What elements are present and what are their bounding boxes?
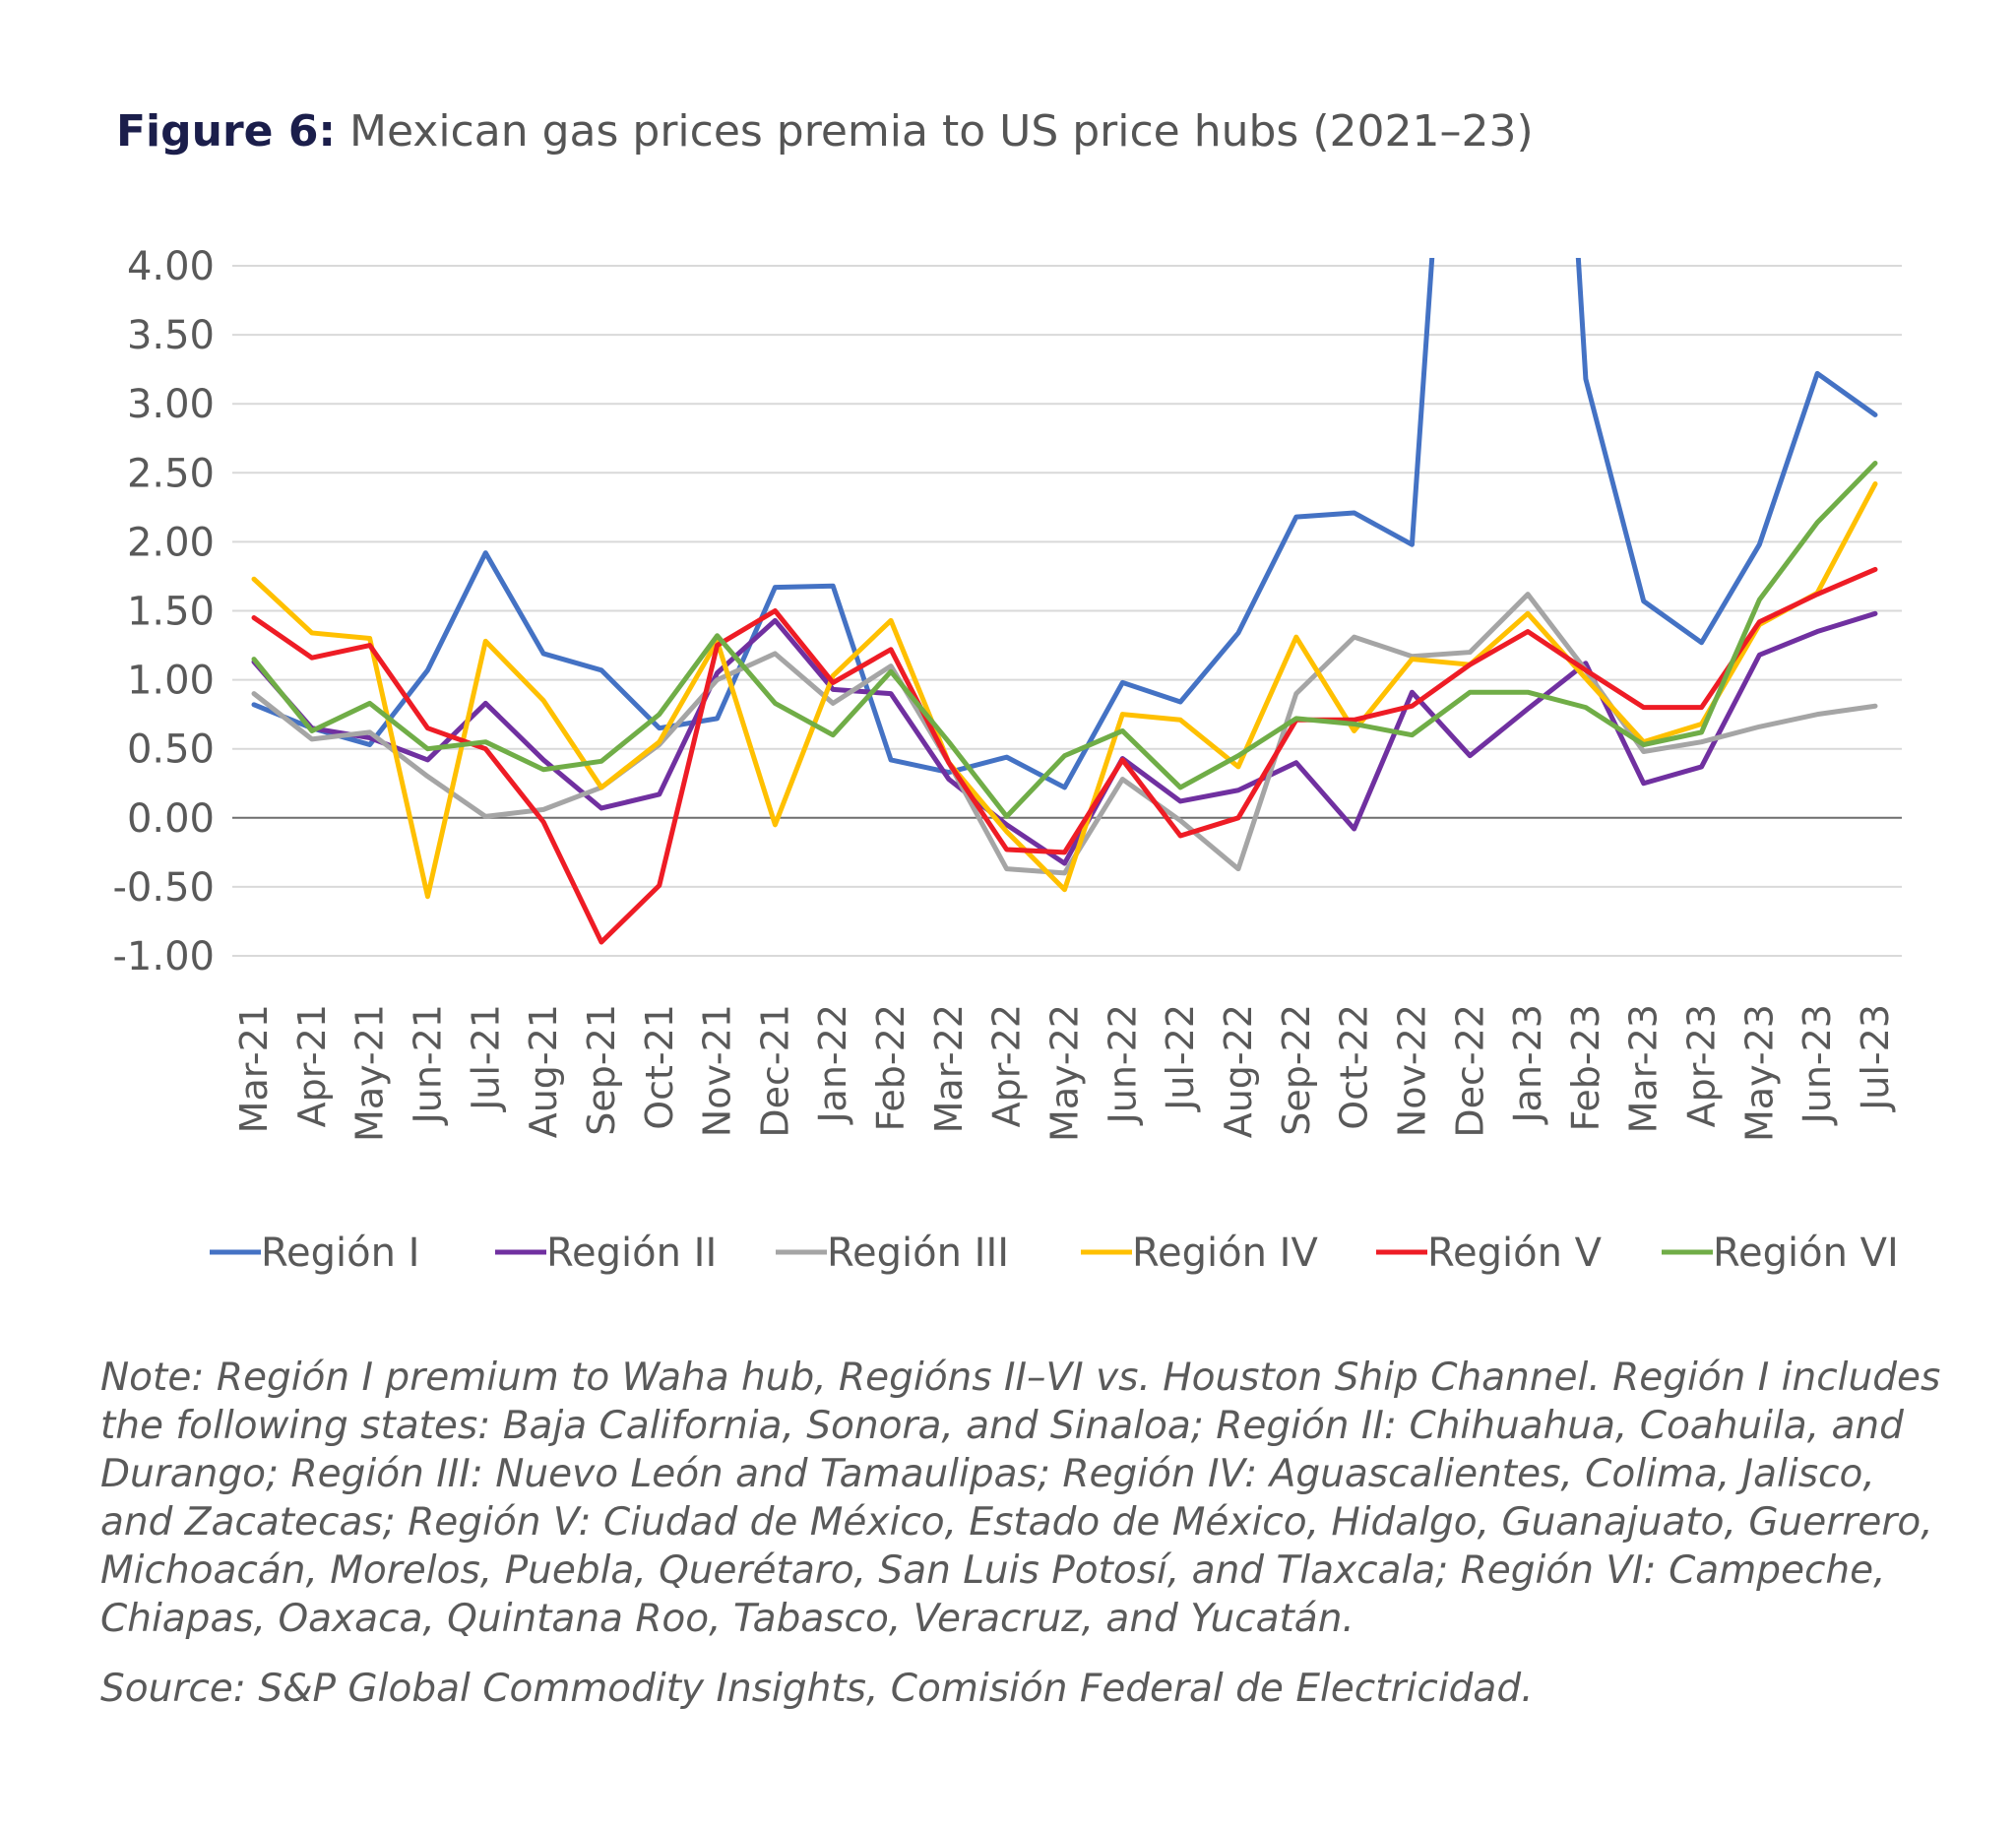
figure-label: Figure 6: xyxy=(116,106,337,157)
x-tick-label: Jun-21 xyxy=(406,1004,449,1125)
x-tick-label: Jul-22 xyxy=(1159,1004,1202,1112)
y-tick-label: 0.00 xyxy=(127,796,215,842)
legend-item: Región II xyxy=(495,1231,717,1276)
x-tick-label: Sep-22 xyxy=(1275,1004,1318,1136)
y-tick-label: 3.00 xyxy=(127,382,215,427)
figure-title-text: Mexican gas prices premia to US price hu… xyxy=(349,106,1534,157)
x-tick-label: Mar-22 xyxy=(927,1004,971,1133)
legend-item: Región V xyxy=(1376,1231,1603,1276)
x-tick-label: Apr-22 xyxy=(985,1004,1029,1127)
legend-label: Región VI xyxy=(1713,1231,1899,1276)
line-chart: 4.00 3.50 3.00 2.50 2.00 1.50 1.00 0.50 0.00 -0.5… xyxy=(113,244,1902,1276)
x-tick-label: Nov-21 xyxy=(696,1004,739,1137)
y-tick-label: 1.00 xyxy=(127,659,215,704)
y-tick-label: -1.00 xyxy=(113,934,216,979)
series-line-1 xyxy=(251,258,1878,790)
series-line-2 xyxy=(251,610,1878,866)
x-tick-label: Feb-23 xyxy=(1564,1004,1607,1131)
y-tick-label: 2.00 xyxy=(127,520,215,565)
x-tick-label: Jun-22 xyxy=(1101,1004,1144,1125)
legend-item: Región I xyxy=(210,1231,419,1276)
x-tick-label: Jan-23 xyxy=(1506,1004,1549,1125)
legend-item: Región VI xyxy=(1662,1231,1899,1276)
x-tick-label: Aug-22 xyxy=(1217,1004,1260,1138)
x-tick-label: Apr-21 xyxy=(290,1004,334,1127)
x-tick-label: Mar-21 xyxy=(232,1004,276,1133)
y-tick-label: 4.00 xyxy=(127,244,215,289)
x-tick-label: Nov-22 xyxy=(1390,1004,1433,1137)
x-tick-label: Sep-21 xyxy=(580,1004,623,1136)
x-tick-label: Feb-22 xyxy=(869,1004,913,1131)
y-tick-label: -0.50 xyxy=(113,865,216,911)
x-tick-label: May-23 xyxy=(1737,1004,1781,1142)
legend-label: Región II xyxy=(546,1231,717,1276)
y-tick-label: 1.50 xyxy=(127,590,215,635)
x-tick-label: Dec-21 xyxy=(753,1004,796,1138)
x-tick-label: Oct-22 xyxy=(1333,1004,1376,1130)
series-line-6 xyxy=(251,460,1878,819)
y-tick-label: 2.50 xyxy=(127,451,215,496)
legend-item: Región IV xyxy=(1081,1231,1318,1276)
x-tick-label: Aug-21 xyxy=(522,1004,565,1138)
legend-label: Región III xyxy=(827,1231,1009,1276)
notes: Note: Región I premium to Waha hub, Regi… xyxy=(100,1354,1951,1735)
x-tick-label: Mar-23 xyxy=(1622,1004,1666,1133)
source-text: Source: S&P Global Commodity Insights, C… xyxy=(100,1667,1534,1711)
note-text: Note: Región I premium to Waha hub, Regi… xyxy=(100,1356,1941,1641)
legend-label: Región IV xyxy=(1132,1231,1318,1276)
x-tick-label: May-22 xyxy=(1043,1004,1087,1142)
series-line-5 xyxy=(251,566,1878,945)
legend-label: Región V xyxy=(1427,1231,1603,1276)
series-line-4 xyxy=(251,481,1878,900)
legend-item: Región III xyxy=(776,1231,1009,1276)
y-tick-label: 0.50 xyxy=(127,727,215,773)
x-tick-label: Jul-21 xyxy=(464,1004,507,1112)
x-tick-label: Jul-23 xyxy=(1854,1004,1897,1112)
x-tick-label: Oct-21 xyxy=(638,1004,681,1130)
x-tick-label: May-21 xyxy=(348,1004,392,1142)
figure-title: Figure 6: Mexican gas prices premia to U… xyxy=(116,106,1534,157)
legend-label: Región I xyxy=(261,1231,419,1276)
y-tick-label: 3.50 xyxy=(127,313,215,358)
x-tick-label: Dec-22 xyxy=(1448,1004,1491,1138)
x-tick-label: Jan-22 xyxy=(811,1004,854,1125)
x-tick-label: Apr-23 xyxy=(1680,1004,1724,1127)
x-tick-label: Jun-23 xyxy=(1796,1004,1839,1125)
series-line-3 xyxy=(251,592,1878,876)
